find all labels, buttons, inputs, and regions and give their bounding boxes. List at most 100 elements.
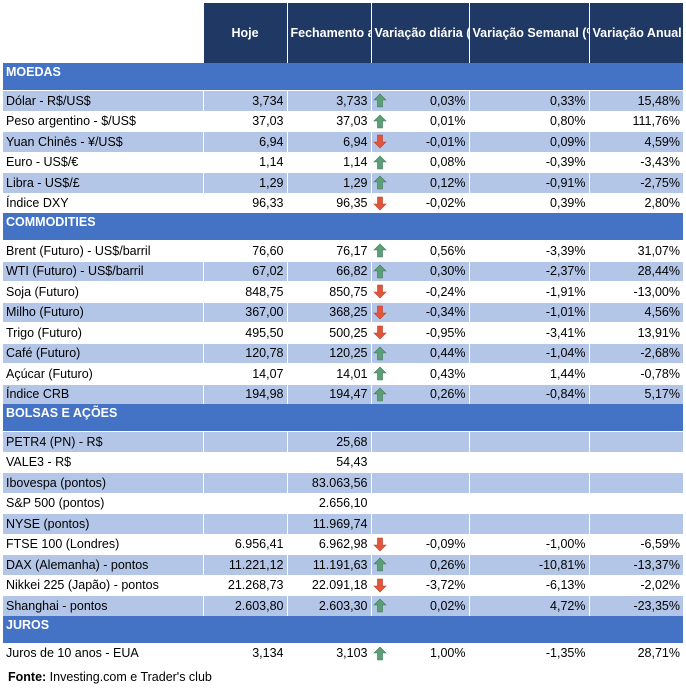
value-cell: 0,26%	[370, 554, 469, 575]
column-header: Variação diária (%)	[370, 3, 469, 63]
value-cell: 13,91%	[588, 322, 683, 343]
section-row: BOLSAS E AÇÕES	[3, 404, 683, 432]
data-row: Índice DXY 96,33 96,35 -0,02% 0,39% 2,80%	[3, 192, 683, 213]
value-cell: 3,103	[286, 642, 371, 663]
data-row: FTSE 100 (Londres) 6.956,41 6.962,98 -0,09%…	[3, 533, 683, 555]
row-label: Dólar - R$/US$	[3, 90, 203, 111]
value-cell: 67,02	[202, 260, 287, 282]
value-cell: 76,17	[286, 240, 371, 261]
value-cell: 848,75	[202, 281, 287, 302]
value-cell	[370, 492, 469, 514]
value-cell: 1,44%	[468, 363, 589, 384]
value-cell: 1,14	[286, 151, 371, 173]
value-cell: -23,35%	[588, 595, 683, 616]
value-cell: -0,24%	[370, 281, 469, 302]
value-cell: -3,72%	[370, 574, 469, 596]
down-arrow	[372, 537, 387, 551]
value-cell: 4,59%	[588, 131, 683, 152]
value-cell: 37,03	[202, 110, 287, 132]
value-cell: 0,09%	[468, 131, 589, 152]
value-cell: 54,43	[286, 451, 371, 473]
up-arrow	[372, 93, 387, 108]
row-label: PETR4 (PN) - R$	[3, 431, 203, 452]
row-label: VALE3 - R$	[3, 451, 203, 473]
up-arrow	[372, 175, 387, 190]
value-cell: 0,56%	[370, 240, 469, 261]
value-cell: -1,01%	[468, 301, 589, 323]
value-cell: 37,03	[286, 110, 371, 132]
value-cell: 194,98	[202, 383, 287, 404]
value-cell	[468, 513, 589, 534]
data-row: Juros de 10 anos - EUA 3,134 3,103 1,00% -1,…	[3, 642, 683, 663]
data-row: Café (Futuro) 120,78 120,25 0,44% -1,04% -2,6…	[3, 342, 683, 364]
value-cell: -0,02%	[370, 192, 469, 213]
column-header: Variação Anual (%)	[588, 3, 683, 63]
value-cell: -0,39%	[468, 151, 589, 173]
value-cell: 6,94	[202, 131, 287, 152]
footer-text: Investing.com e Trader's club	[46, 670, 212, 684]
up-arrow	[372, 387, 387, 401]
value-cell: 0,80%	[468, 110, 589, 132]
value-cell: -1,35%	[468, 642, 589, 663]
data-row: Euro - US$/€ 1,14 1,14 0,08% -0,39% -3,43%	[3, 151, 683, 173]
row-label: Nikkei 225 (Japão) - pontos	[3, 574, 203, 596]
value-cell: 3,733	[286, 90, 371, 111]
value-cell: 14,01	[286, 363, 371, 384]
value-cell: 120,25	[286, 342, 371, 364]
row-label: Peso argentino - $/US$	[3, 110, 203, 132]
row-label: Brent (Futuro) - US$/barril	[3, 240, 203, 261]
value-cell: 6,94	[286, 131, 371, 152]
data-row: Açúcar (Futuro) 14,07 14,01 0,43% 1,44% -0,78…	[3, 363, 683, 384]
row-label: Açúcar (Futuro)	[3, 363, 203, 384]
section-title: MOEDAS	[3, 63, 683, 91]
data-row: Peso argentino - $/US$ 37,03 37,03 0,01% 0,8…	[3, 110, 683, 132]
data-row: VALE3 - R$ 54,43	[3, 451, 683, 473]
value-cell: 0,03%	[370, 90, 469, 111]
value-cell: 0,02%	[370, 595, 469, 616]
value-cell: 0,30%	[370, 260, 469, 282]
data-row: DAX (Alemanha) - pontos 11.221,12 11.191,6…	[3, 554, 683, 575]
value-cell: 11.969,74	[286, 513, 371, 534]
value-cell	[202, 431, 287, 452]
data-row: Milho (Futuro) 367,00 368,25 -0,34% -1,01% 4,…	[3, 301, 683, 323]
value-cell	[588, 431, 683, 452]
value-cell: 368,25	[286, 301, 371, 323]
footer-label: Fonte:	[8, 670, 47, 684]
value-cell: 2,80%	[588, 192, 683, 213]
footer: Fonte: Investing.com e Trader's club	[8, 670, 212, 684]
data-row: Shanghai - pontos 2.603,80 2.603,30 0,02% 4,…	[3, 595, 683, 616]
value-cell	[202, 472, 287, 493]
value-cell	[588, 451, 683, 473]
up-arrow	[372, 114, 387, 128]
value-cell: 15,48%	[588, 90, 683, 111]
value-cell: 1,29	[202, 172, 287, 193]
value-cell	[588, 492, 683, 514]
value-cell: 14,07	[202, 363, 287, 384]
value-cell: 0,26%	[370, 383, 469, 404]
data-row: Libra - US$/£ 1,29 1,29 0,12% -0,91% -2,75%	[3, 172, 683, 193]
value-cell	[202, 451, 287, 473]
value-cell: -3,39%	[468, 240, 589, 261]
data-row: Brent (Futuro) - US$/barril 76,60 76,17 0,5…	[3, 240, 683, 261]
down-arrow	[372, 325, 387, 340]
value-cell: -0,01%	[370, 131, 469, 152]
value-cell: 4,56%	[588, 301, 683, 323]
value-cell: -1,04%	[468, 342, 589, 364]
data-row: Soja (Futuro) 848,75 850,75 -0,24% -1,91% -13…	[3, 281, 683, 302]
data-row: Yuan Chinês - ¥/US$ 6,94 6,94 -0,01% 0,09% 4,…	[3, 131, 683, 152]
up-arrow	[372, 366, 387, 381]
value-cell: -0,34%	[370, 301, 469, 323]
data-row: PETR4 (PN) - R$ 25,68	[3, 431, 683, 452]
value-cell: 3,734	[202, 90, 287, 111]
section-row: JUROS	[3, 615, 683, 643]
value-cell: 120,78	[202, 342, 287, 364]
value-cell: 111,76%	[588, 110, 683, 132]
value-cell	[468, 431, 589, 452]
column-header: Hoje	[202, 3, 287, 63]
data-row: Ibovespa (pontos) 83.063,56	[3, 472, 683, 493]
value-cell: 194,47	[286, 383, 371, 404]
data-row: NYSE (pontos) 11.969,74	[3, 513, 683, 534]
value-cell: 0,39%	[468, 192, 589, 213]
up-arrow	[372, 557, 387, 572]
